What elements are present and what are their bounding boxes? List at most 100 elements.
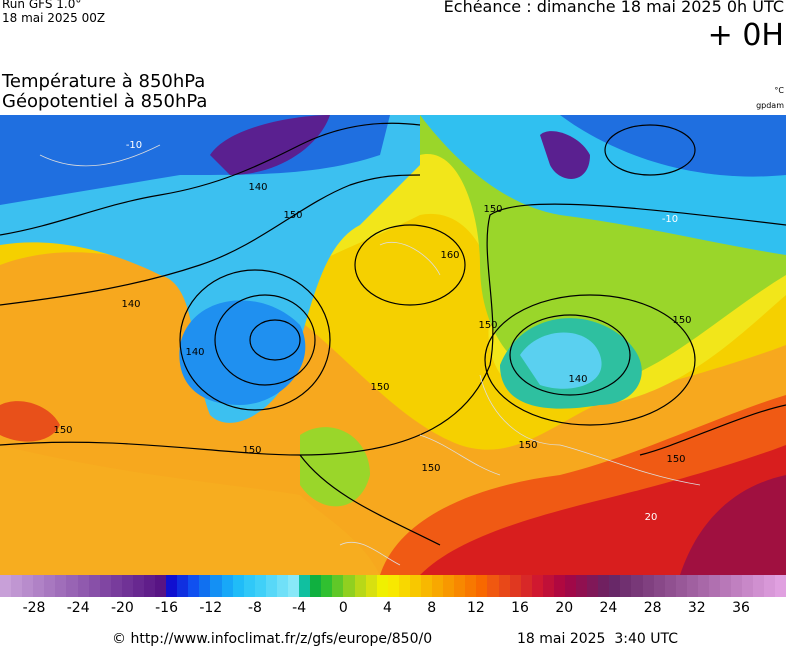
swatch (33, 575, 45, 597)
tick-label: -20 (110, 600, 134, 616)
swatch (321, 575, 333, 597)
swatch (764, 575, 776, 597)
swatch (398, 575, 410, 597)
swatch (343, 575, 355, 597)
tick-label: 16 (511, 600, 529, 616)
swatch (620, 575, 632, 597)
swatch (598, 575, 610, 597)
tick-label: 36 (732, 600, 750, 616)
swatch (675, 575, 687, 597)
contour-label: 150 (478, 320, 497, 331)
swatch (498, 575, 510, 597)
colorbar-ticks: -28 -24 -20 -16 -12 -8 -4 0 4 8 12 16 20 24 28 32 36 (0, 600, 786, 618)
tick-label: 8 (427, 600, 437, 616)
tick-label: 32 (687, 600, 706, 616)
swatch (121, 575, 133, 597)
swatch (709, 575, 721, 597)
swatch (66, 575, 78, 597)
swatch (11, 575, 23, 597)
swatch (531, 575, 543, 597)
swatch (243, 575, 255, 597)
swatch (188, 575, 200, 597)
tick-label: 24 (599, 600, 618, 616)
swatch (166, 575, 178, 597)
contour-label: 150 (283, 210, 302, 221)
contour-label: 20 (645, 512, 658, 523)
swatch (542, 575, 554, 597)
contour-label: 150 (53, 425, 72, 436)
swatch (77, 575, 89, 597)
swatch (576, 575, 588, 597)
swatch (631, 575, 643, 597)
swatch (509, 575, 521, 597)
forecast: Echéance : dimanche 18 mai 2025 0h UTC (443, 0, 784, 16)
tick-label: -16 (155, 600, 178, 616)
swatch (299, 575, 311, 597)
swatch (465, 575, 477, 597)
generated: 18 mai 2025 3:40 UTC (517, 631, 678, 647)
contour-label: 140 (121, 299, 140, 310)
colorbar (0, 575, 786, 597)
contour-label: 150 (666, 454, 685, 465)
map: 140 150 150 160 140 140 150 150 140 150 150 150 150 1… (0, 115, 786, 575)
swatch (432, 575, 444, 597)
swatch (664, 575, 676, 597)
swatch (44, 575, 56, 597)
swatch (454, 575, 466, 597)
swatch (409, 575, 421, 597)
swatch (310, 575, 322, 597)
swatch (110, 575, 122, 597)
tick-label: 12 (466, 600, 485, 616)
swatch (354, 575, 366, 597)
contour-label: 150 (421, 463, 440, 474)
swatch (254, 575, 266, 597)
source: © http://www.infoclimat.fr/z/gfs/europe/… (112, 631, 433, 647)
tick-label: -4 (292, 600, 307, 616)
tick-label: -12 (199, 600, 223, 616)
tick-label: 4 (383, 600, 392, 616)
swatch (387, 575, 399, 597)
swatch (144, 575, 156, 597)
run: Run GFS 1.0° (2, 0, 82, 11)
step: + 0H (707, 18, 784, 53)
swatch (742, 575, 754, 597)
swatch (276, 575, 289, 597)
swatch (22, 575, 34, 597)
contour-label: 150 (483, 204, 502, 215)
swatch (55, 575, 67, 597)
swatch (376, 575, 388, 597)
swatch (476, 575, 488, 597)
swatch (653, 575, 665, 597)
swatch (753, 575, 765, 597)
swatch (199, 575, 211, 597)
swatch (697, 575, 709, 597)
swatch (686, 575, 698, 597)
swatch (642, 575, 654, 597)
swatch (520, 575, 532, 597)
swatch (99, 575, 111, 597)
contour-label: -10 (126, 140, 142, 151)
tick-label: -24 (66, 600, 90, 616)
tick-label: 20 (555, 600, 574, 616)
swatch (775, 575, 786, 597)
swatch (443, 575, 455, 597)
contour-label: -10 (662, 214, 678, 225)
unit: °C (774, 86, 784, 95)
swatch (232, 575, 244, 597)
title: Température à 850hPa (2, 71, 206, 92)
swatch (487, 575, 499, 597)
swatch (720, 575, 732, 597)
tick-label: 0 (338, 600, 348, 616)
unit: gpdam (756, 101, 784, 110)
swatch (332, 575, 344, 597)
swatch (0, 575, 12, 597)
title: Géopotentiel à 850hPa (2, 91, 208, 112)
contour-label: 140 (248, 182, 267, 193)
swatch (221, 575, 233, 597)
swatch (210, 575, 222, 597)
run-date: 18 mai 2025 00Z (2, 11, 106, 25)
swatch (88, 575, 100, 597)
contour-label: 150 (242, 445, 261, 456)
contour-label: 140 (185, 347, 204, 358)
